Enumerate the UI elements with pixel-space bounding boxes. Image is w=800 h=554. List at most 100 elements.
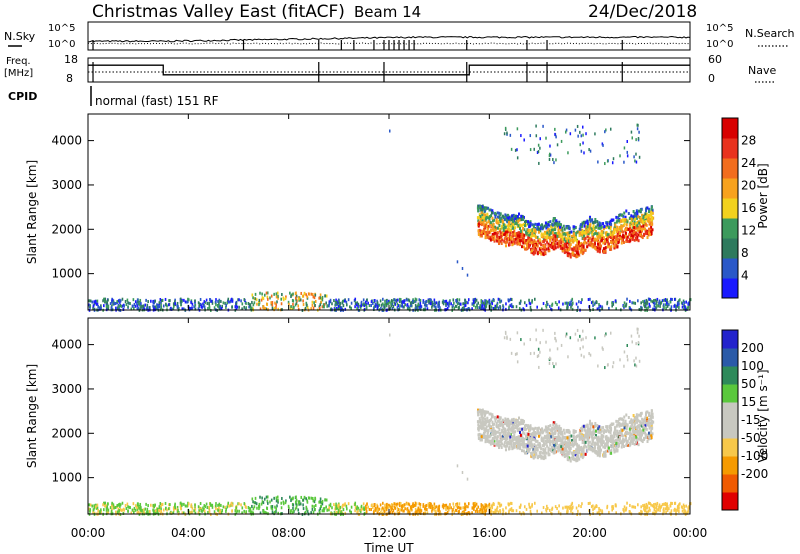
velocity-cell [477, 408, 480, 412]
power-cell [592, 304, 594, 308]
velocity-cell [658, 503, 661, 507]
velocity-cell [522, 511, 525, 515]
power-cell [636, 228, 639, 232]
velocity-cell [574, 430, 577, 434]
velocity-cell [547, 453, 550, 457]
power-cell [131, 304, 134, 308]
power-cell [538, 247, 541, 251]
velocity-cell [541, 437, 544, 441]
power-cell [529, 221, 532, 225]
power-cell [504, 228, 507, 232]
power-cell [477, 301, 480, 305]
power-cell [625, 302, 628, 306]
power-cell [669, 300, 672, 304]
power-cell [433, 304, 436, 308]
velocity-cell [557, 432, 560, 436]
power-cell [238, 305, 240, 309]
velocity-cell [521, 427, 524, 431]
velocity-cell [575, 506, 578, 510]
power-cell [484, 236, 487, 240]
power-cell [392, 305, 395, 309]
power-cell [258, 300, 260, 304]
velocity-cell [649, 502, 651, 506]
velocity-cell [654, 511, 656, 515]
power-cell [602, 222, 605, 226]
power-cell [525, 239, 528, 243]
power-cell [540, 243, 543, 247]
velocity-cell [640, 505, 642, 509]
power-cell [682, 299, 685, 303]
velocity-cell [139, 502, 142, 506]
velocity-cell [446, 510, 449, 514]
power-cell [575, 246, 578, 250]
power-cell [603, 225, 606, 229]
power-cell [418, 298, 421, 302]
power-cell [290, 305, 292, 309]
power-cell [578, 231, 581, 235]
power-cell [93, 300, 95, 304]
power-ylabel: Slant Range [km] [25, 160, 39, 264]
velocity-cell [491, 413, 494, 417]
velocity-cell [251, 497, 254, 501]
velocity-cell [176, 508, 179, 512]
power-cell [524, 247, 527, 251]
power-cell [209, 299, 212, 303]
power-cell [551, 231, 554, 235]
velocity-cell [668, 507, 670, 511]
power-cell [604, 242, 607, 246]
power-cell [396, 302, 399, 306]
velocity-cell [580, 505, 582, 509]
velocity-cell [349, 509, 351, 513]
power-cell [374, 304, 377, 308]
power-cell [374, 302, 377, 306]
power-cell [508, 223, 511, 227]
velocity-cell [599, 508, 602, 512]
velocity-cell [650, 412, 653, 416]
power-cell [253, 301, 256, 305]
velocity-cell [91, 504, 94, 508]
velocity-cell [238, 509, 240, 513]
power-cell [548, 233, 551, 237]
power-cell [89, 299, 92, 303]
velocity-cell [361, 507, 364, 511]
power-cell [541, 307, 543, 311]
power-cell [147, 306, 149, 310]
velocity-cell [130, 511, 133, 515]
colorbar-swatch [722, 258, 738, 279]
velocity-cell [360, 508, 363, 512]
power-cell [166, 304, 168, 308]
power-cell [615, 307, 617, 311]
power-cell [123, 304, 125, 308]
velocity-cell [145, 511, 148, 515]
power-cell [487, 226, 490, 230]
power-cell [132, 298, 135, 302]
power-cell [535, 134, 538, 138]
power-cell [92, 304, 95, 308]
power-cell [636, 127, 639, 131]
velocity-cell [555, 424, 558, 428]
velocity-cell [184, 504, 187, 508]
power-cell [270, 294, 273, 298]
power-cell [523, 224, 526, 228]
power-cell [599, 222, 602, 226]
velocity-cell [520, 439, 523, 443]
colorbar-tick-label: 16 [741, 201, 756, 215]
power-cell [433, 298, 436, 302]
power-cell [139, 298, 142, 302]
power-cell [200, 303, 202, 307]
velocity-cell [392, 509, 395, 513]
power-cell [659, 302, 662, 306]
velocity-cell [546, 444, 549, 448]
power-cell [562, 232, 565, 236]
power-cell [336, 302, 339, 306]
power-cell [134, 300, 137, 304]
power-cell [604, 249, 607, 253]
power-cell [227, 297, 230, 301]
power-cell [275, 292, 278, 296]
power-cell [525, 303, 528, 307]
power-cell [481, 208, 484, 212]
power-cell [576, 241, 579, 245]
power-cell [679, 298, 681, 302]
velocity-cell [93, 506, 96, 510]
power-cell [612, 232, 615, 236]
